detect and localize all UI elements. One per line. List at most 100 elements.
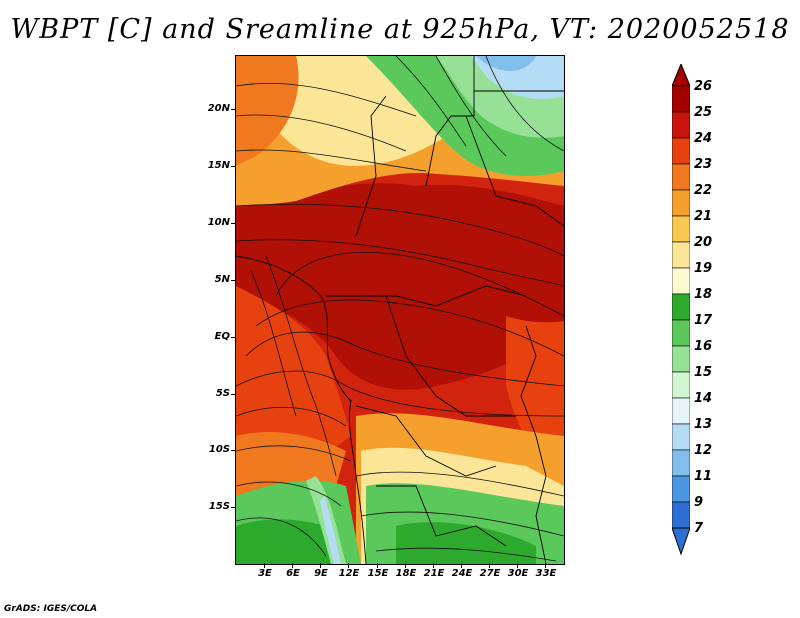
lat-label: 20N bbox=[207, 103, 230, 114]
lon-tick bbox=[489, 563, 490, 568]
colorbar-label: 13 bbox=[694, 417, 713, 432]
colorbar-segment bbox=[672, 189, 690, 217]
colorbar-segment bbox=[672, 163, 690, 191]
field-coastal-blue bbox=[320, 496, 341, 564]
lon-tick bbox=[433, 563, 434, 568]
border bbox=[465, 115, 564, 227]
streamline bbox=[236, 517, 327, 557]
colorbar-segment bbox=[672, 397, 690, 425]
border bbox=[355, 95, 387, 237]
lon-tick bbox=[461, 563, 462, 568]
lon-label: 6E bbox=[286, 568, 300, 579]
credit-text: GrADS: IGES/COLA bbox=[4, 604, 98, 614]
streamline bbox=[255, 299, 564, 357]
map-panel bbox=[235, 55, 565, 565]
colorbar-label: 11 bbox=[694, 469, 713, 484]
coastline-lake bbox=[520, 325, 547, 564]
colorbar-label: 9 bbox=[694, 495, 704, 510]
colorbar-segment bbox=[672, 319, 690, 347]
field-core bbox=[236, 183, 564, 390]
colorbar-segment bbox=[672, 475, 690, 503]
streamline bbox=[250, 270, 297, 417]
streamline bbox=[375, 547, 557, 562]
lon-tick bbox=[292, 563, 293, 568]
colorbar-label: 26 bbox=[694, 79, 713, 94]
streamline bbox=[485, 56, 564, 152]
lat-label: 15N bbox=[207, 160, 230, 171]
lon-tick bbox=[377, 563, 378, 568]
colorbar-top-arrow bbox=[672, 64, 690, 87]
lon-label: 18E bbox=[395, 568, 417, 579]
lon-label: 24E bbox=[451, 568, 473, 579]
lon-tick bbox=[348, 563, 349, 568]
streamline bbox=[236, 149, 427, 172]
colorbar-label: 22 bbox=[694, 183, 713, 198]
colorbar-segment bbox=[672, 501, 690, 529]
lon-label: 21E bbox=[423, 568, 445, 579]
lat-tick bbox=[231, 223, 236, 224]
streamline bbox=[395, 56, 467, 147]
streamlines bbox=[236, 56, 564, 562]
lat-label: 10N bbox=[207, 217, 230, 228]
border bbox=[355, 405, 497, 477]
lon-label: 9E bbox=[314, 568, 328, 579]
plot-title: WBPT [C] and Sreamline at 925hPa, VT: 20… bbox=[10, 14, 790, 45]
field-sw-green-dark bbox=[236, 519, 336, 564]
lon-tick bbox=[545, 563, 546, 568]
colorbar-label: 16 bbox=[694, 339, 713, 354]
colorbar-segment bbox=[672, 85, 690, 113]
colorbar-label: 25 bbox=[694, 105, 713, 120]
field-ne-blue-dark bbox=[476, 56, 536, 72]
colorbar-label: 15 bbox=[694, 365, 713, 380]
colorbar-segment bbox=[672, 293, 690, 321]
lon-tick bbox=[405, 563, 406, 568]
lat-tick bbox=[231, 450, 236, 451]
colorbar-label: 23 bbox=[694, 157, 713, 172]
lon-tick bbox=[517, 563, 518, 568]
colorbar-label: 7 bbox=[694, 521, 704, 536]
colorbar-label: 17 bbox=[694, 313, 713, 328]
streamline bbox=[275, 251, 564, 317]
field-south-green-dark bbox=[396, 522, 536, 564]
lat-tick bbox=[231, 337, 236, 338]
streamline bbox=[355, 471, 564, 497]
colorbar-segment bbox=[672, 241, 690, 269]
colorbar-segment bbox=[672, 423, 690, 451]
lat-tick bbox=[231, 166, 236, 167]
colorbar-label: 24 bbox=[694, 131, 713, 146]
lon-label: 3E bbox=[258, 568, 272, 579]
colorbar-label: 18 bbox=[694, 287, 713, 302]
border bbox=[326, 285, 527, 307]
lat-label: 5S bbox=[215, 388, 230, 399]
lat-label: 15S bbox=[208, 501, 230, 512]
colorbar-segment bbox=[672, 449, 690, 477]
lat-tick bbox=[231, 394, 236, 395]
colorbar-segment bbox=[672, 345, 690, 373]
lat-tick bbox=[231, 109, 236, 110]
colorbar-label: 20 bbox=[694, 235, 713, 250]
streamline bbox=[236, 406, 347, 427]
lat-label: 10S bbox=[208, 444, 230, 455]
borders bbox=[236, 56, 564, 564]
streamline bbox=[236, 370, 564, 417]
colorbar bbox=[672, 64, 690, 556]
colorbar-segment bbox=[672, 137, 690, 165]
lat-label: 5N bbox=[214, 274, 230, 285]
colorbar-label: 14 bbox=[694, 391, 713, 406]
lon-label: 12E bbox=[338, 568, 360, 579]
colorbar-segment bbox=[672, 215, 690, 243]
colorbar-segment bbox=[672, 371, 690, 399]
streamline bbox=[265, 255, 337, 477]
streamline bbox=[435, 56, 507, 157]
lon-label: 33E bbox=[535, 568, 557, 579]
wbpt-field bbox=[236, 56, 564, 564]
lon-tick bbox=[264, 563, 265, 568]
streamline bbox=[245, 331, 564, 387]
streamline bbox=[236, 445, 352, 462]
streamline bbox=[236, 239, 564, 287]
colorbar-label: 12 bbox=[694, 443, 713, 458]
lat-tick bbox=[231, 280, 236, 281]
colorbar-bottom-arrow bbox=[672, 527, 690, 556]
lat-tick bbox=[231, 507, 236, 508]
border bbox=[385, 295, 516, 417]
